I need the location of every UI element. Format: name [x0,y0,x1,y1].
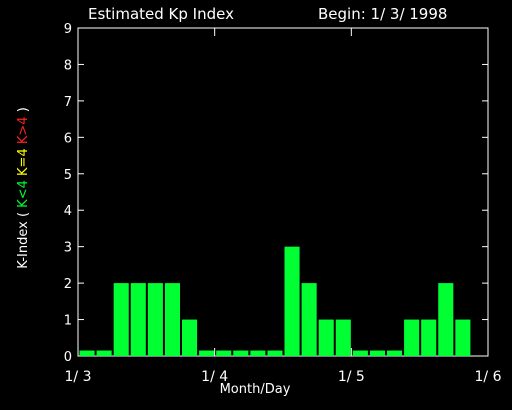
kp-bar [421,319,437,356]
y-tick-label: 0 [64,350,72,365]
kp-bar [438,283,454,356]
kp-bar [233,350,249,356]
x-tick-label: 1/ 4 [201,369,228,385]
kp-bar [335,319,351,356]
y-tick-label: 9 [64,22,72,37]
kp-bar [147,283,163,356]
x-axis-label: Month/Day [220,382,291,397]
legend-high-label: K>4 [16,116,31,144]
kp-bar [113,283,129,356]
kp-bar [96,350,112,356]
y-tick-label: 1 [64,314,72,329]
y-axis-label-suffix: ) [16,107,31,112]
y-axis-label-prefix: K-Index ( [16,212,31,269]
x-axis: 1/ 3 1/ 4 1/ 5 1/ 6 [65,28,502,385]
kp-bar [267,350,283,356]
kp-bar [250,350,266,356]
kp-bar [387,350,403,356]
x-tick-label: 1/ 3 [65,369,92,385]
y-axis: 0 1 2 3 4 5 6 7 8 9 [64,22,488,365]
y-tick-label: 7 [64,95,72,110]
legend-mid-label: K=4 [16,148,31,176]
kp-bar [301,283,317,356]
x-tick-label: 1/ 6 [475,369,502,385]
kp-bar [79,350,95,356]
y-tick-label: 2 [64,277,72,292]
y-tick-label: 6 [64,131,72,146]
y-tick-label: 3 [64,241,72,256]
kp-bar [182,319,198,356]
bar-series [79,246,471,356]
kp-bar [318,319,334,356]
kp-bar [404,319,420,356]
kp-bar [369,350,385,356]
legend-low-label: K<4 [16,180,31,208]
kp-bar [130,283,146,356]
kp-bar [352,350,368,356]
x-tick-label: 1/ 5 [338,369,365,385]
y-tick-label: 4 [64,204,72,219]
kp-bar [216,350,232,356]
y-axis-label: K-Index ( K<4 K=4 K>4 ) [16,107,31,269]
kp-bar [164,283,180,356]
kp-bar [284,246,300,356]
kp-bar [199,350,215,356]
chart-subtitle: Begin: 1/ 3/ 1998 [318,5,447,23]
kp-bar [455,319,471,356]
plot-frame [77,27,489,357]
chart-title: Estimated Kp Index [88,5,234,23]
y-tick-label: 5 [64,168,72,183]
y-tick-label: 8 [64,58,72,73]
